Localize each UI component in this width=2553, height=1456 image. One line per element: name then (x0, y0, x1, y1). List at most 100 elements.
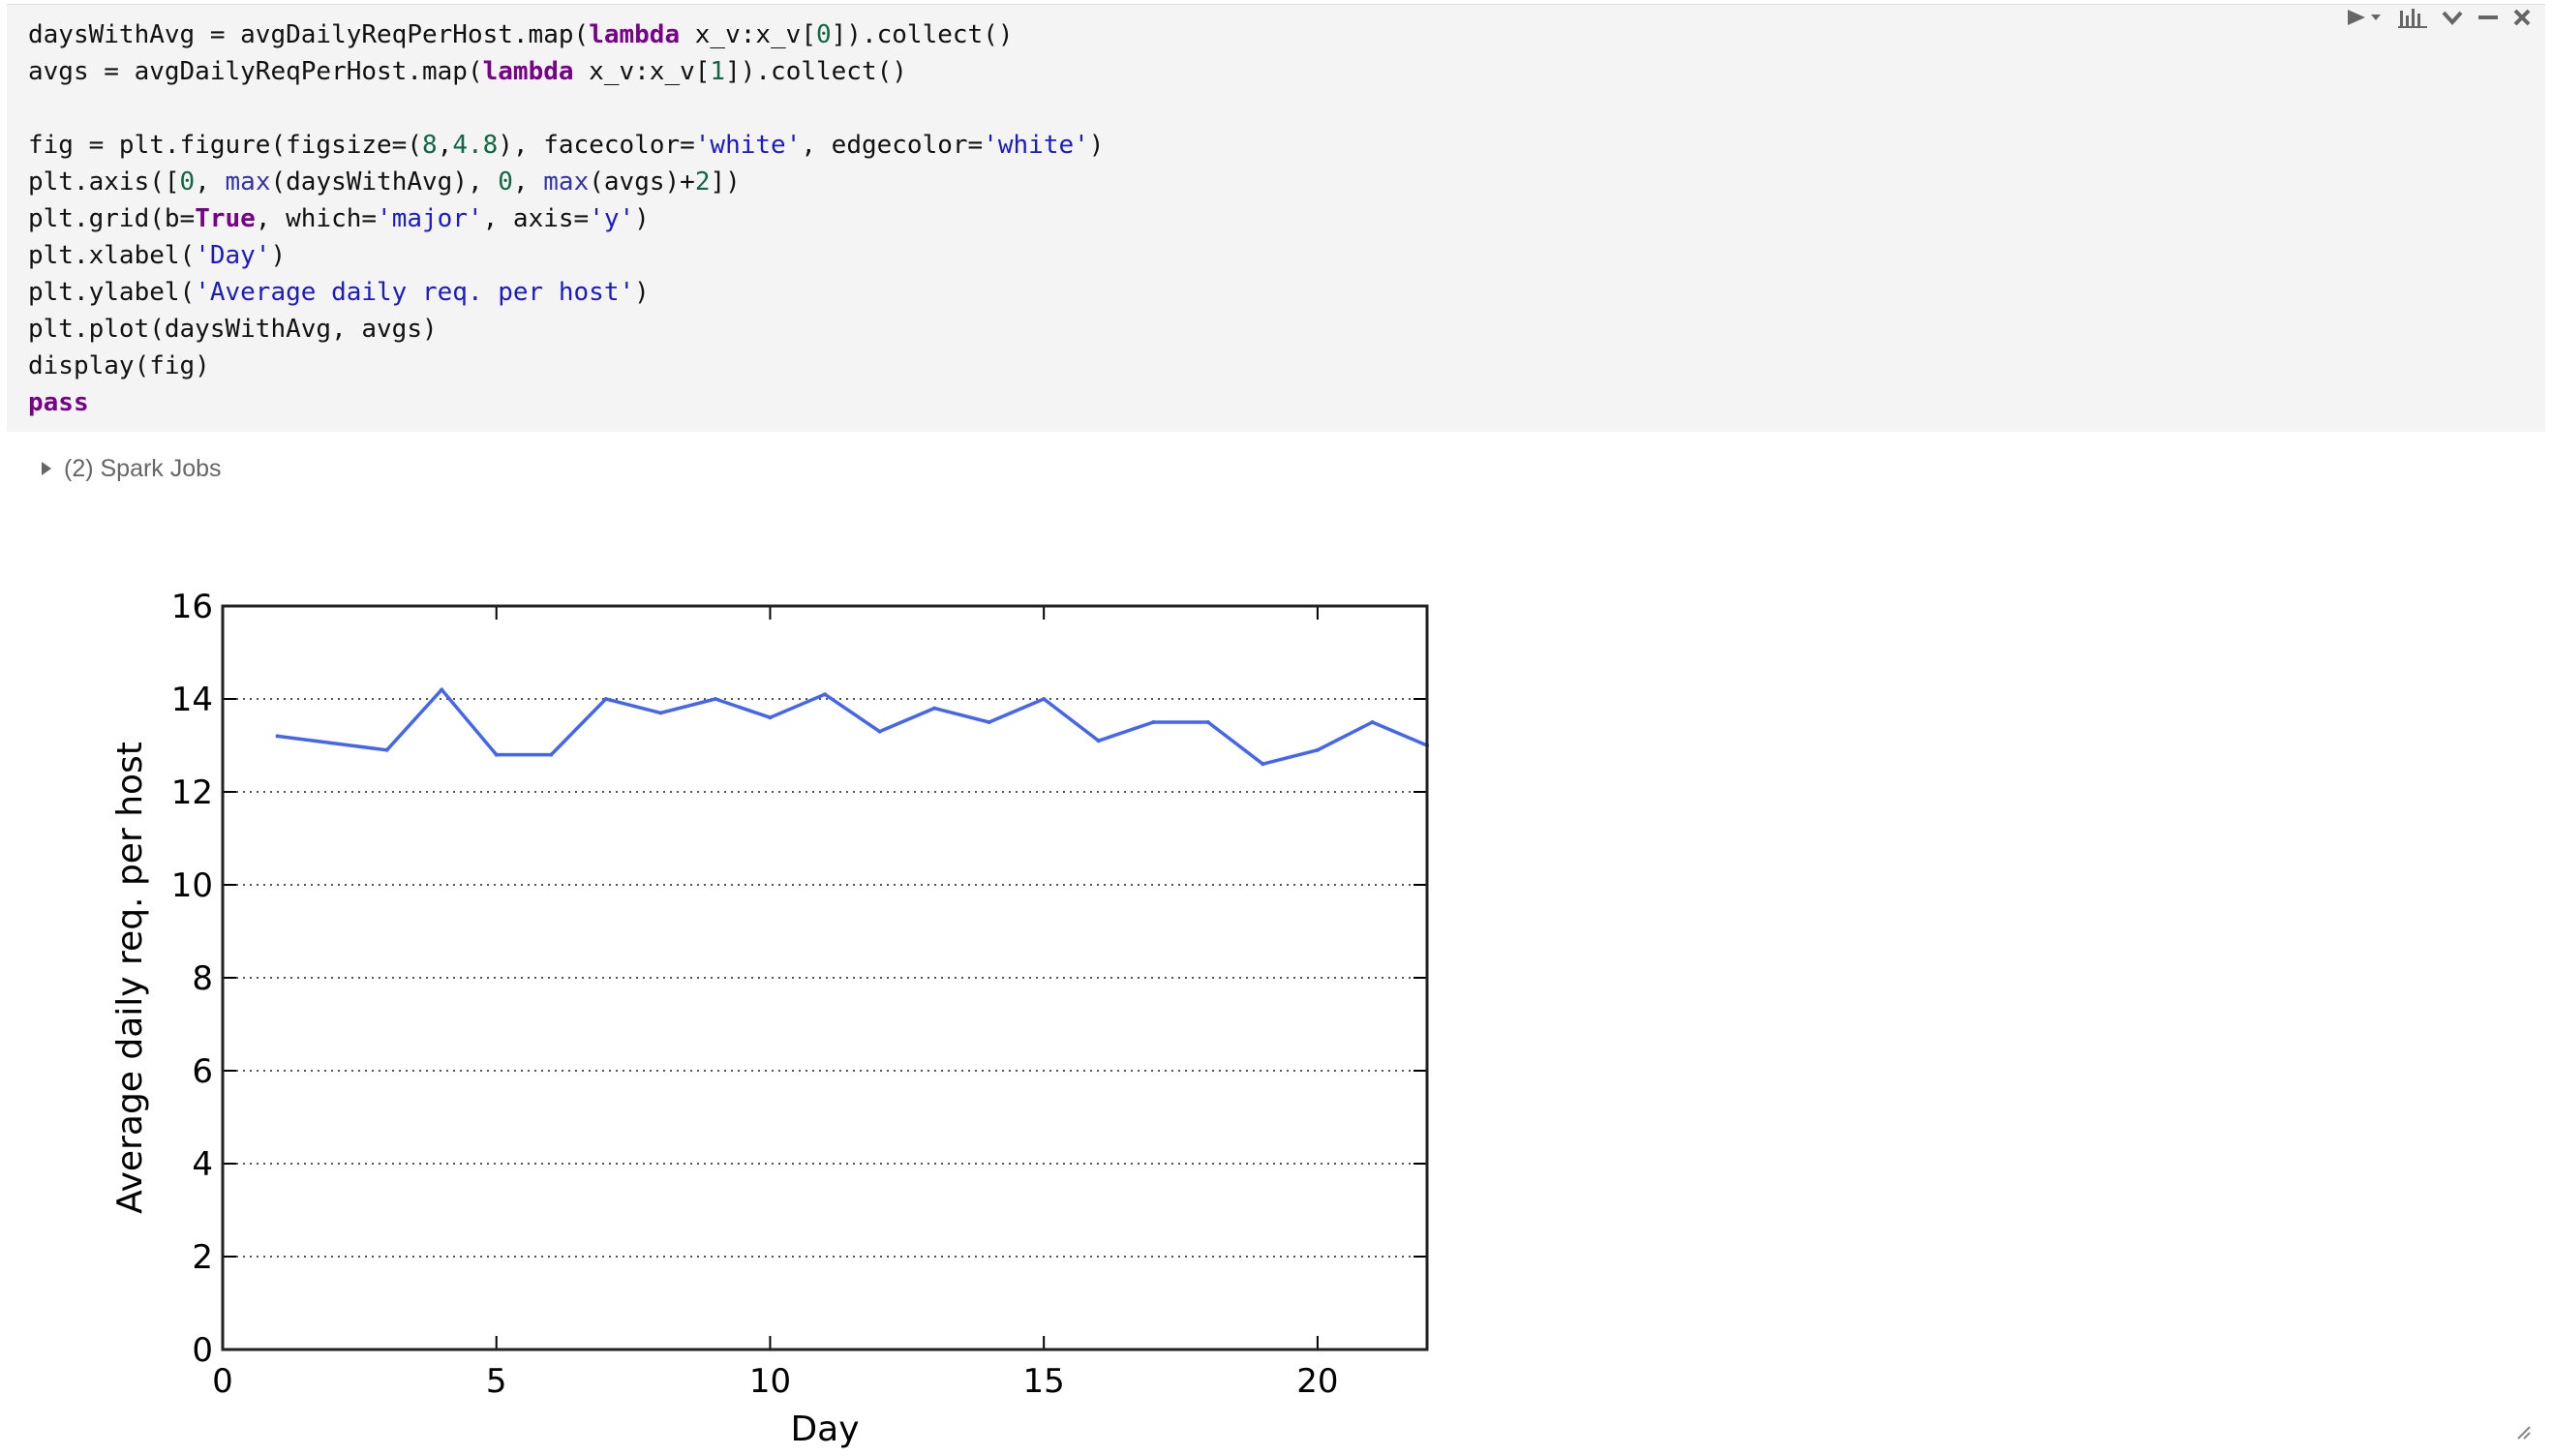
code-token: 1 (710, 57, 726, 86)
data-point (1261, 762, 1265, 767)
code-token: ]) (710, 167, 741, 197)
code-token: plt.grid(b= (28, 204, 196, 233)
code-token: 4.8 (452, 131, 499, 160)
data-point (275, 734, 280, 739)
code-line: plt.axis([0, max(daysWithAvg), 0, max(av… (28, 164, 1104, 200)
code-token: , (195, 167, 226, 197)
code-line: daysWithAvg = avgDailyReqPerHost.map(lam… (28, 16, 1104, 53)
spark-jobs-label: (2) Spark Jobs (64, 455, 222, 482)
data-point (823, 692, 827, 697)
plot-frame (221, 604, 1429, 1351)
expand-arrow-icon (41, 455, 52, 483)
code-token: True (195, 204, 256, 233)
code-token: , edgecolor= (801, 131, 984, 160)
code-line: display(fig) (28, 348, 1104, 384)
data-point (1096, 739, 1101, 743)
code-token: plt.ylabel( (28, 278, 196, 307)
code-token: 8 (422, 131, 438, 160)
code-line: plt.plot(daysWithAvg, avgs) (28, 311, 1104, 348)
code-token: 'Average daily req. per host' (195, 278, 635, 307)
code-token: lambda (589, 20, 681, 49)
code-token: display(fig) (28, 351, 210, 380)
y-tick-label: 16 (171, 588, 213, 626)
y-axis-label: Average daily req. per host (110, 742, 150, 1214)
x-tick-label: 0 (212, 1362, 233, 1401)
code-token: ]).collect() (831, 20, 1014, 49)
code-token: plt.axis([ (28, 167, 180, 197)
y-tick-label: 2 (192, 1238, 213, 1277)
code-token: , (512, 167, 544, 197)
code-token: avgs = avgDailyReqPerHost.map( (28, 57, 483, 86)
data-point (713, 697, 717, 701)
data-point (1151, 720, 1156, 724)
code-token: max (543, 167, 590, 197)
code-token: 'white' (694, 131, 802, 160)
code-token: (daysWithAvg), (270, 167, 499, 197)
code-editor[interactable]: daysWithAvg = avgDailyReqPerHost.map(lam… (28, 16, 1104, 421)
y-tick-label: 14 (171, 681, 213, 719)
y-tick-label: 0 (192, 1331, 213, 1370)
data-point (658, 711, 663, 715)
code-token: ), facecolor= (498, 131, 695, 160)
code-token: 0 (179, 167, 196, 197)
x-tick-label: 20 (1296, 1362, 1338, 1401)
line-chart: 0 2 4 6 8 10 12 14 16 0 5 10 15 20 Day Average daily re… (110, 588, 1429, 1449)
data-point (1205, 720, 1210, 724)
code-token: lambda (482, 57, 574, 86)
code-token: x_v:x_v[ (680, 20, 816, 49)
code-line (28, 90, 1104, 127)
y-tick-label: 10 (171, 866, 213, 905)
code-token: , axis= (482, 204, 590, 233)
data-point (603, 697, 608, 701)
code-token: 0 (816, 20, 832, 49)
code-cell[interactable]: daysWithAvg = avgDailyReqPerHost.map(lam… (7, 4, 2545, 432)
resize-handle-icon[interactable] (2516, 1425, 2532, 1445)
y-tick-label: 6 (192, 1052, 213, 1091)
code-token: ) (1088, 131, 1105, 160)
chart-icon[interactable] (2398, 5, 2427, 30)
y-tick-label: 12 (171, 774, 213, 812)
data-point (1315, 747, 1320, 752)
data-point (1370, 720, 1375, 724)
code-token: 'Day' (195, 241, 271, 270)
series-line (277, 687, 1428, 766)
code-token: ) (270, 241, 287, 270)
y-tick-label: 8 (192, 959, 213, 998)
x-axis-label: Day (790, 1410, 859, 1449)
run-icon[interactable] (2346, 5, 2385, 30)
spark-jobs-toggle[interactable]: (2) Spark Jobs (41, 455, 222, 483)
x-tick-label: 15 (1023, 1362, 1065, 1401)
data-point (494, 752, 499, 757)
data-point (877, 729, 882, 734)
code-token: 2 (694, 167, 711, 197)
code-line: avgs = avgDailyReqPerHost.map(lambda x_v… (28, 53, 1104, 90)
code-token: plt.plot(daysWithAvg, avgs) (28, 315, 438, 344)
minimize-icon[interactable] (2477, 5, 2499, 30)
code-token: , (437, 131, 453, 160)
close-icon[interactable] (2512, 5, 2532, 30)
code-line: plt.xlabel('Day') (28, 237, 1104, 274)
cell-toolbar (2346, 5, 2532, 30)
data-point (384, 747, 389, 752)
code-token: ]).collect() (725, 57, 907, 86)
code-token: ) (634, 204, 650, 233)
code-token: plt.xlabel( (28, 241, 196, 270)
code-line: fig = plt.figure(figsize=(8,4.8), faceco… (28, 127, 1104, 164)
x-tick-label: 5 (486, 1362, 507, 1401)
code-token: x_v:x_v[ (573, 57, 711, 86)
code-token: 0 (498, 167, 513, 197)
y-tick-label: 4 (192, 1145, 213, 1184)
collapse-icon[interactable] (2441, 5, 2464, 30)
code-token: daysWithAvg = avgDailyReqPerHost.map( (28, 20, 590, 49)
x-tick-label: 10 (749, 1362, 791, 1401)
code-token: , which= (255, 204, 378, 233)
code-line: pass (28, 384, 1104, 421)
data-point (440, 687, 444, 692)
code-token: 'white' (983, 131, 1089, 160)
data-point (932, 706, 937, 711)
code-token: pass (28, 388, 89, 417)
code-token: fig = plt.figure(figsize=( (28, 131, 422, 160)
code-token: max (225, 167, 271, 197)
code-line: plt.grid(b=True, which='major', axis='y'… (28, 200, 1104, 237)
data-point (1042, 697, 1047, 701)
